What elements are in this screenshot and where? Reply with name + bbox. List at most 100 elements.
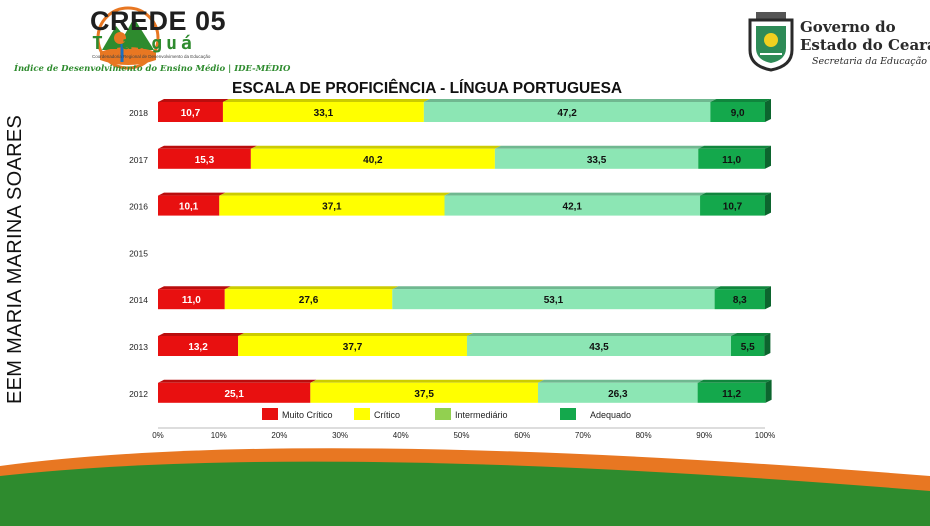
x-tick-label: 20% bbox=[271, 431, 287, 440]
bar-segment bbox=[222, 102, 424, 122]
chart-title: ESCALA DE PROFICIÊNCIA - LÍNGUA PORTUGUE… bbox=[232, 80, 623, 97]
bar-segment-top bbox=[158, 192, 226, 196]
bar-segment-top bbox=[444, 192, 707, 196]
ceara-coat-of-arms-icon bbox=[748, 12, 794, 72]
bar-side bbox=[765, 192, 771, 216]
bar-segment bbox=[494, 148, 699, 169]
bar-segment-top bbox=[158, 286, 231, 290]
bar-segment-top bbox=[222, 99, 430, 102]
bar-segment bbox=[219, 195, 445, 216]
bar-data-label: 53,1 bbox=[544, 295, 564, 306]
bar-segment bbox=[158, 382, 311, 403]
bar-segment bbox=[250, 148, 495, 169]
bar-data-label: 11,0 bbox=[182, 295, 201, 306]
bar-data-label: 37,1 bbox=[322, 202, 342, 213]
bar-data-label: 10,1 bbox=[179, 202, 199, 213]
bar-data-label: 33,5 bbox=[587, 155, 607, 166]
bar-segment bbox=[224, 289, 393, 310]
bar-segment-top bbox=[310, 379, 544, 383]
bar-data-label: 5,5 bbox=[741, 342, 755, 353]
bar-segment-top bbox=[392, 286, 721, 290]
bar-segment-top bbox=[731, 333, 771, 336]
legend-label: Crítico bbox=[374, 410, 400, 420]
bar-data-label: 37,7 bbox=[343, 342, 363, 353]
y-tick-label: 2017 bbox=[129, 155, 148, 165]
bar-segment-top bbox=[250, 145, 501, 149]
bottom-decoration bbox=[0, 448, 930, 526]
bar-data-label: 26,3 bbox=[608, 389, 628, 400]
bar-data-label: 11,0 bbox=[722, 155, 741, 166]
bar-side bbox=[765, 286, 771, 310]
legend-label: Muito Crítico bbox=[282, 410, 333, 420]
bar-segment bbox=[392, 289, 715, 310]
bar-segment bbox=[158, 289, 225, 310]
bar-data-label: 37,5 bbox=[414, 389, 434, 400]
bar-side bbox=[765, 379, 772, 403]
bar-segment-top bbox=[714, 286, 771, 290]
bar-segment-top bbox=[219, 192, 451, 196]
bar-segment-top bbox=[697, 379, 772, 383]
bar-segment-top bbox=[537, 379, 704, 383]
legend-label: Intermediário bbox=[455, 410, 508, 420]
y-tick-label: 2014 bbox=[129, 295, 148, 305]
y-tick-label: 2015 bbox=[129, 248, 148, 258]
x-tick-label: 90% bbox=[696, 431, 712, 440]
bar-data-label: 33,1 bbox=[314, 108, 334, 119]
y-tick-label: 2012 bbox=[129, 389, 148, 399]
bar-segment bbox=[158, 148, 251, 169]
bar-segment bbox=[710, 102, 765, 122]
legend-swatch bbox=[354, 408, 370, 420]
bar-segment-top bbox=[238, 333, 473, 336]
x-tick-label: 30% bbox=[332, 431, 348, 440]
bar-data-label: 15,3 bbox=[195, 155, 215, 166]
gov-name-line2: Estado do Ceará bbox=[800, 36, 930, 54]
legend-swatch bbox=[262, 408, 278, 420]
bar-segment-top bbox=[700, 192, 771, 196]
bar-segment-top bbox=[224, 286, 399, 290]
x-tick-label: 60% bbox=[514, 431, 530, 440]
bar-segment-top bbox=[698, 145, 771, 149]
crede-index-label: Índice de Desenvolvimento do Ensino Médi… bbox=[14, 64, 291, 74]
bar-segment bbox=[310, 382, 538, 403]
x-tick-label: 100% bbox=[755, 431, 775, 440]
legend-label: Adequado bbox=[590, 410, 631, 420]
bar-segment bbox=[444, 195, 701, 216]
bar-segment-top bbox=[158, 379, 317, 383]
bar-segment-top bbox=[423, 99, 717, 102]
bar-segment-top bbox=[158, 145, 257, 149]
bar-segment bbox=[698, 148, 765, 169]
bar-side bbox=[764, 333, 771, 356]
bar-segment bbox=[697, 382, 766, 403]
bar-side bbox=[765, 145, 771, 169]
x-tick-label: 40% bbox=[393, 431, 409, 440]
bar-segment bbox=[466, 336, 732, 356]
y-tick-label: 2013 bbox=[129, 342, 148, 352]
bar-data-label: 10,7 bbox=[723, 202, 743, 213]
bar-data-label: 43,5 bbox=[589, 342, 609, 353]
bar-segment-top bbox=[158, 99, 229, 102]
bar-data-label: 11,2 bbox=[722, 389, 741, 400]
bar-segment-top bbox=[494, 145, 705, 149]
bar-segment-top bbox=[158, 333, 245, 336]
x-tick-label: 70% bbox=[575, 431, 591, 440]
crede-city: Tianguá bbox=[92, 33, 196, 54]
bar-segment bbox=[731, 336, 765, 356]
bar-data-label: 42,1 bbox=[563, 202, 583, 213]
x-tick-label: 0% bbox=[152, 431, 164, 440]
legend-swatch bbox=[435, 408, 451, 420]
x-tick-label: 50% bbox=[453, 431, 469, 440]
bar-segment bbox=[238, 336, 467, 356]
bar-segment bbox=[700, 195, 765, 216]
y-tick-label: 2016 bbox=[129, 202, 148, 212]
bar-segment-top bbox=[466, 333, 738, 336]
bar-segment-top bbox=[710, 99, 771, 102]
y-tick-label: 2018 bbox=[129, 108, 148, 118]
bar-side bbox=[765, 99, 771, 122]
bar-data-label: 8,3 bbox=[733, 295, 747, 306]
bar-data-label: 40,2 bbox=[363, 155, 383, 166]
bar-data-label: 10,7 bbox=[181, 108, 201, 119]
bar-segment bbox=[158, 195, 220, 216]
bar-data-label: 47,2 bbox=[557, 108, 577, 119]
x-tick-label: 10% bbox=[211, 431, 227, 440]
bar-segment bbox=[423, 102, 711, 122]
